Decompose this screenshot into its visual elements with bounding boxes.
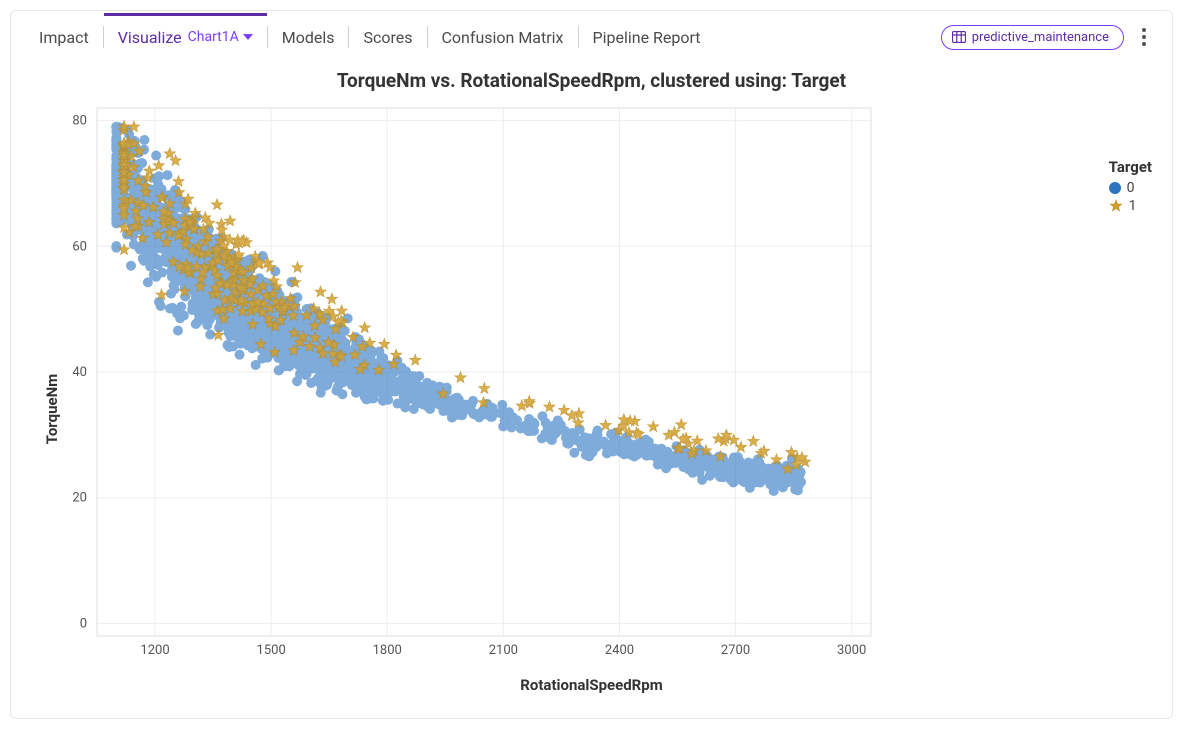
legend: Target 0 1 — [1109, 158, 1152, 216]
chevron-down-icon — [243, 34, 253, 40]
svg-text:60: 60 — [72, 239, 87, 254]
svg-text:20: 20 — [72, 491, 87, 506]
legend-item-label: 0 — [1127, 180, 1135, 196]
tab-pipeline-report[interactable]: Pipeline Report — [579, 14, 715, 61]
svg-text:0: 0 — [80, 616, 87, 631]
svg-text:80: 80 — [72, 114, 87, 129]
tab-models[interactable]: Models — [268, 14, 349, 61]
tab-impact[interactable]: Impact — [25, 14, 103, 61]
chart-title: TorqueNm vs. RotationalSpeedRpm, cluster… — [11, 69, 1172, 92]
tabbar: Impact Visualize Chart1A Models Scores C… — [11, 11, 1172, 63]
tab-scores[interactable]: Scores — [349, 14, 426, 61]
kebab-menu-icon[interactable] — [1130, 28, 1158, 46]
visualize-chart-label: Chart1A — [188, 29, 239, 45]
card: Impact Visualize Chart1A Models Scores C… — [10, 10, 1173, 719]
circle-marker-icon — [1109, 182, 1121, 194]
svg-text:3000: 3000 — [837, 643, 866, 658]
table-icon — [952, 31, 966, 43]
tab-visualize[interactable]: Visualize Chart1A — [104, 14, 267, 61]
tab-confusion-matrix[interactable]: Confusion Matrix — [428, 14, 578, 61]
tab-visualize-label: Visualize — [118, 28, 182, 47]
y-axis-label: TorqueNm — [43, 374, 61, 444]
legend-item-label: 1 — [1129, 198, 1137, 214]
x-axis-label: RotationalSpeedRpm — [41, 676, 1142, 694]
visualize-chart-select[interactable]: Chart1A — [188, 29, 253, 45]
svg-text:1800: 1800 — [373, 643, 402, 658]
svg-text:2100: 2100 — [489, 643, 518, 658]
dataset-pill-label: predictive_maintenance — [972, 30, 1109, 45]
svg-text:2400: 2400 — [605, 643, 634, 658]
svg-text:2700: 2700 — [721, 643, 750, 658]
svg-text:1200: 1200 — [140, 643, 169, 658]
legend-title: Target — [1109, 158, 1152, 176]
dataset-pill[interactable]: predictive_maintenance — [941, 25, 1124, 50]
legend-item[interactable]: 0 — [1109, 180, 1152, 196]
legend-item[interactable]: 1 — [1109, 198, 1152, 214]
svg-text:1500: 1500 — [257, 643, 286, 658]
chart-area: TorqueNm 1200150018002100240027003000020… — [11, 100, 1172, 718]
svg-text:40: 40 — [72, 365, 87, 380]
scatter-plot: 1200 1500 1800 2100 2400 2700 3000 0 20 40 60 80 — [41, 100, 971, 670]
star-marker-icon — [1109, 199, 1123, 213]
